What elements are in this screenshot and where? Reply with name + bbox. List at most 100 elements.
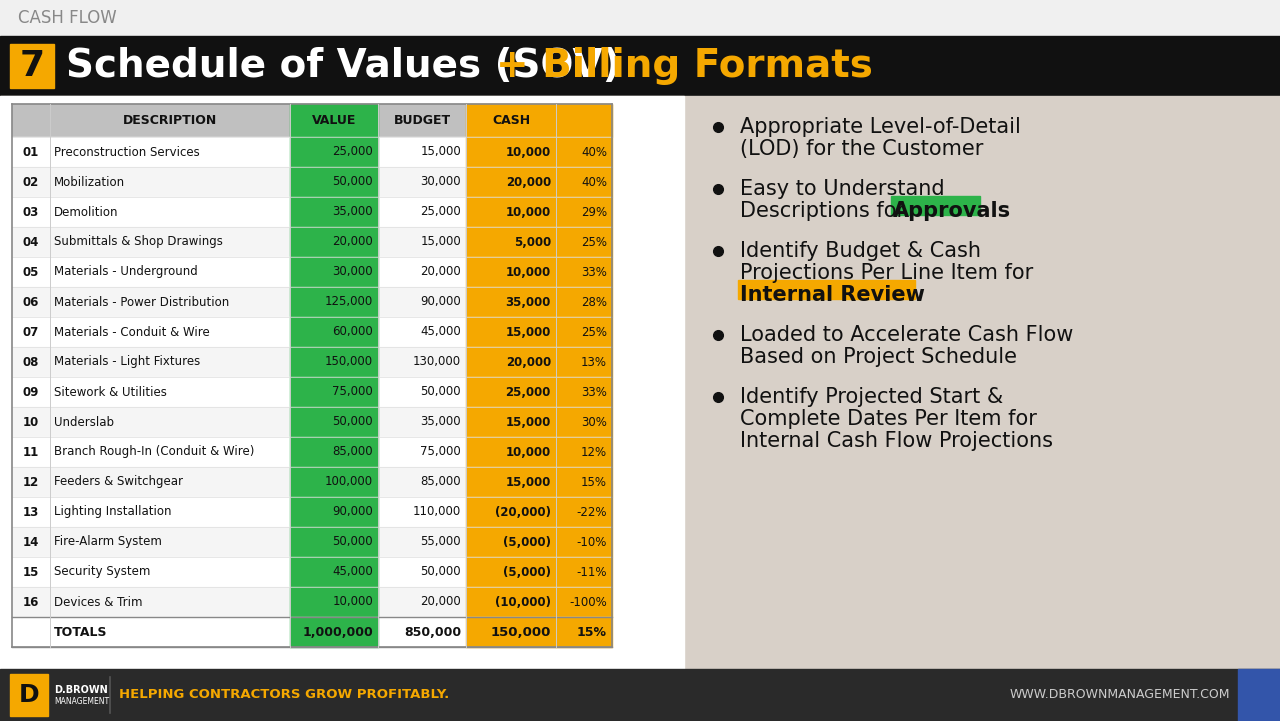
Text: VALUE: VALUE	[312, 114, 356, 127]
Text: 20,000: 20,000	[333, 236, 372, 249]
Bar	[556, 257, 612, 287]
Bar	[291, 317, 378, 347]
Text: Internal Review: Internal Review	[740, 285, 925, 305]
Bar	[556, 227, 612, 257]
Text: 20,000: 20,000	[506, 355, 550, 368]
Text: 150,000: 150,000	[490, 626, 550, 639]
Bar	[556, 437, 612, 467]
Text: 15,000: 15,000	[420, 146, 461, 159]
Text: 20,000: 20,000	[420, 265, 461, 278]
Bar	[10, 674, 49, 716]
Text: 30%: 30%	[581, 415, 607, 428]
Bar	[291, 437, 378, 467]
Bar	[466, 467, 556, 497]
Text: 110,000: 110,000	[412, 505, 461, 518]
Text: (LOD) for the Customer: (LOD) for the Customer	[740, 139, 983, 159]
Bar	[291, 104, 378, 137]
Text: Schedule of Values (SOV): Schedule of Values (SOV)	[67, 47, 634, 85]
Text: Underslab: Underslab	[54, 415, 114, 428]
Text: 01: 01	[23, 146, 40, 159]
Text: 45,000: 45,000	[420, 325, 461, 338]
Bar	[556, 137, 612, 167]
Bar	[12, 227, 612, 257]
Text: Sitework & Utilities: Sitework & Utilities	[54, 386, 166, 399]
Text: 7: 7	[19, 49, 45, 83]
Text: 20,000: 20,000	[506, 175, 550, 188]
Bar	[0, 96, 1280, 669]
Text: HELPING CONTRACTORS GROW PROFITABLY.: HELPING CONTRACTORS GROW PROFITABLY.	[119, 689, 449, 702]
Bar	[556, 587, 612, 617]
Text: D.BROWN: D.BROWN	[54, 685, 108, 695]
Text: 13%: 13%	[581, 355, 607, 368]
Bar	[12, 257, 612, 287]
Text: 1,000,000: 1,000,000	[302, 626, 372, 639]
Text: 09: 09	[23, 386, 40, 399]
Text: Materials - Conduit & Wire: Materials - Conduit & Wire	[54, 325, 210, 338]
Text: Materials - Underground: Materials - Underground	[54, 265, 197, 278]
Text: Fire-Alarm System: Fire-Alarm System	[54, 536, 161, 549]
Bar	[12, 497, 612, 527]
Text: Projections Per Line Item for: Projections Per Line Item for	[740, 263, 1033, 283]
Text: WWW.DBROWNMANAGEMENT.COM: WWW.DBROWNMANAGEMENT.COM	[1010, 689, 1230, 702]
Text: 130,000: 130,000	[413, 355, 461, 368]
Text: 15,000: 15,000	[420, 236, 461, 249]
Text: 10,000: 10,000	[506, 446, 550, 459]
Text: 10: 10	[23, 415, 40, 428]
Text: 35,000: 35,000	[420, 415, 461, 428]
Text: TOTALS: TOTALS	[54, 626, 108, 639]
Bar	[291, 287, 378, 317]
Bar	[466, 197, 556, 227]
Text: 15,000: 15,000	[506, 325, 550, 338]
Text: 45,000: 45,000	[333, 565, 372, 578]
Bar	[291, 527, 378, 557]
Text: 11: 11	[23, 446, 40, 459]
Text: (5,000): (5,000)	[503, 536, 550, 549]
Text: Complete Dates Per Item for: Complete Dates Per Item for	[740, 409, 1037, 429]
Bar	[291, 557, 378, 587]
Bar	[556, 347, 612, 377]
Text: 25,000: 25,000	[333, 146, 372, 159]
Text: 85,000: 85,000	[333, 446, 372, 459]
Text: 85,000: 85,000	[420, 476, 461, 489]
Text: 13: 13	[23, 505, 40, 518]
Bar	[556, 407, 612, 437]
Text: Appropriate Level-of-Detail: Appropriate Level-of-Detail	[740, 117, 1021, 137]
Text: 29%: 29%	[581, 205, 607, 218]
Text: + Billing Formats: + Billing Formats	[497, 47, 873, 85]
Bar	[291, 617, 378, 647]
Text: Identify Projected Start &: Identify Projected Start &	[740, 387, 1004, 407]
Bar	[466, 617, 556, 647]
Text: Submittals & Shop Drawings: Submittals & Shop Drawings	[54, 236, 223, 249]
Text: Based on Project Schedule: Based on Project Schedule	[740, 347, 1018, 367]
Bar	[12, 167, 612, 197]
Text: 33%: 33%	[581, 265, 607, 278]
Bar	[12, 104, 612, 137]
Text: -11%: -11%	[576, 565, 607, 578]
Text: 28%: 28%	[581, 296, 607, 309]
Text: Preconstruction Services: Preconstruction Services	[54, 146, 200, 159]
Bar	[291, 197, 378, 227]
Text: 100,000: 100,000	[325, 476, 372, 489]
Text: 07: 07	[23, 325, 40, 338]
Text: Security System: Security System	[54, 565, 150, 578]
Bar	[556, 104, 612, 137]
Bar	[12, 407, 612, 437]
Bar	[12, 437, 612, 467]
Bar	[556, 527, 612, 557]
Bar	[466, 407, 556, 437]
Text: Loaded to Accelerate Cash Flow: Loaded to Accelerate Cash Flow	[740, 325, 1074, 345]
Bar	[10, 44, 54, 88]
Text: -10%: -10%	[576, 536, 607, 549]
Text: CASH FLOW: CASH FLOW	[18, 9, 116, 27]
Bar	[556, 197, 612, 227]
Bar	[466, 104, 556, 137]
Bar	[291, 407, 378, 437]
Text: 08: 08	[23, 355, 40, 368]
Bar	[466, 587, 556, 617]
Bar	[466, 167, 556, 197]
Bar	[12, 557, 612, 587]
Text: Identify Budget & Cash: Identify Budget & Cash	[740, 241, 980, 261]
Bar	[291, 497, 378, 527]
Text: 55,000: 55,000	[420, 536, 461, 549]
Bar	[556, 287, 612, 317]
